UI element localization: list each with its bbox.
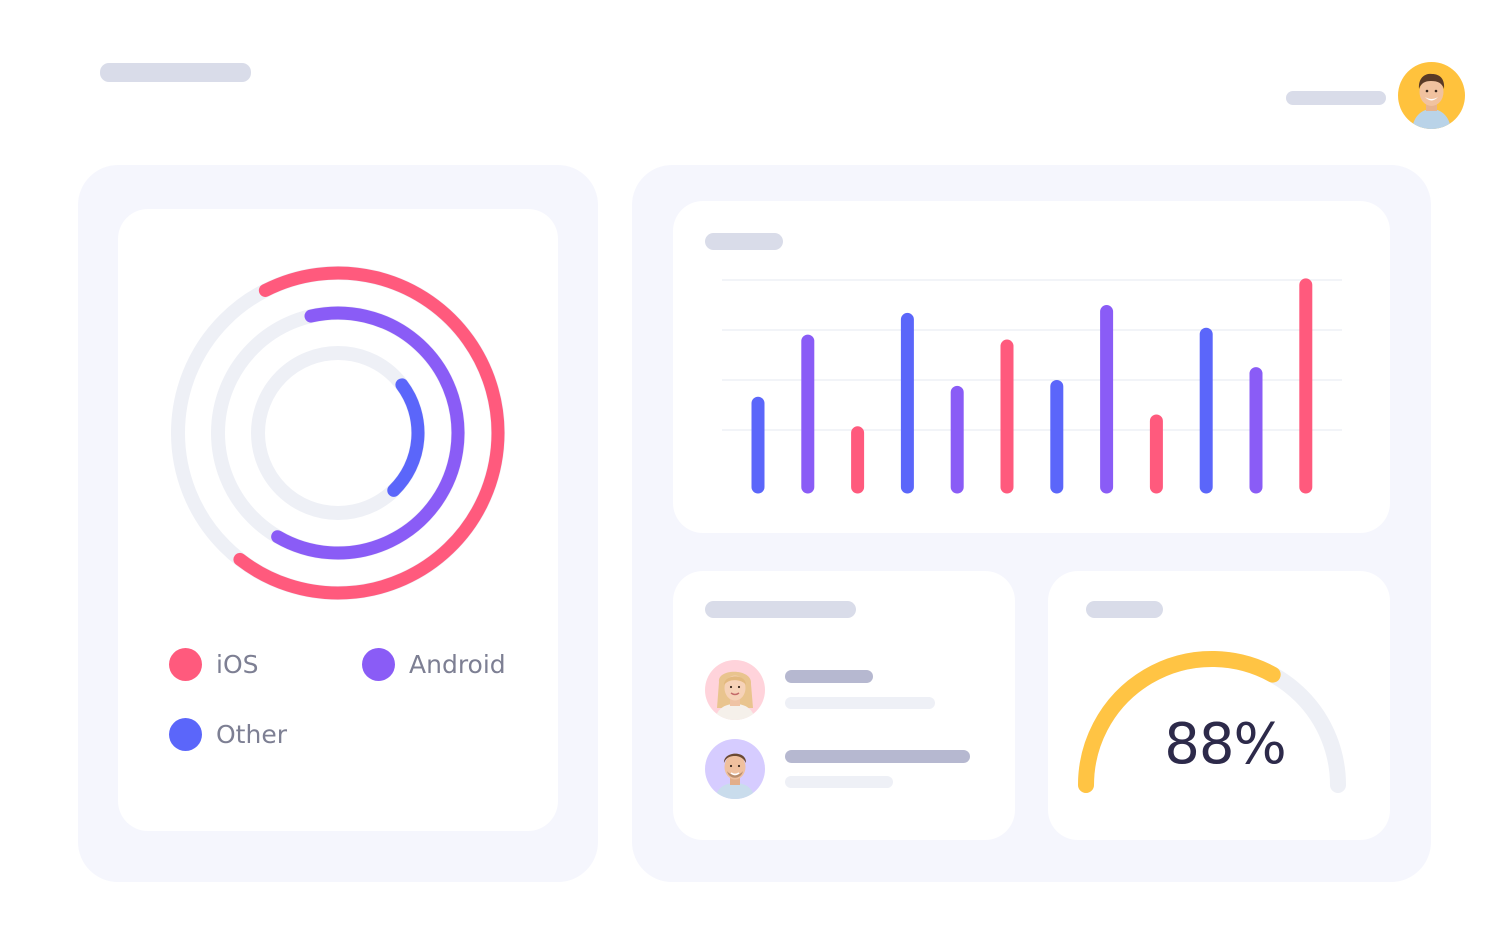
gauge-title-placeholder <box>1086 601 1163 618</box>
user-avatar-face-icon <box>1412 73 1451 129</box>
man-avatar[interactable] <box>705 739 765 799</box>
legend-label-ios: iOS <box>216 650 259 679</box>
bar-chart-card <box>673 201 1390 533</box>
user-1-subtitle-placeholder <box>785 697 935 709</box>
user-2-name-placeholder <box>785 750 970 763</box>
ios-dot <box>169 648 202 681</box>
user-2-subtitle-placeholder <box>785 776 893 788</box>
woman-avatar-icon <box>715 671 755 720</box>
man-avatar-icon <box>715 753 755 799</box>
users-title-placeholder <box>705 601 856 618</box>
legend-other: Other <box>169 718 287 751</box>
gauge-fill <box>1078 651 1281 793</box>
android-dot <box>362 648 395 681</box>
ring-arc-ios <box>233 266 505 600</box>
legend-ios: iOS <box>169 648 259 681</box>
bar-chart-title-placeholder <box>705 233 783 250</box>
gauge-value: 88% <box>1164 712 1286 777</box>
legend-label-android: Android <box>409 650 506 679</box>
user-1-name-placeholder <box>785 670 873 683</box>
gauge-chart <box>1078 651 1346 793</box>
user-avatar[interactable] <box>1398 62 1465 129</box>
ring-arc-other <box>387 378 425 497</box>
bar-chart <box>722 278 1342 494</box>
legend-label-other: Other <box>216 720 287 749</box>
woman-avatar[interactable] <box>705 660 765 720</box>
username-placeholder <box>1286 91 1386 105</box>
other-dot <box>169 718 202 751</box>
platform-ring-chart <box>171 266 505 600</box>
legend-android: Android <box>362 648 506 681</box>
page-title-placeholder <box>100 63 251 82</box>
ring-arc-android <box>271 306 465 560</box>
